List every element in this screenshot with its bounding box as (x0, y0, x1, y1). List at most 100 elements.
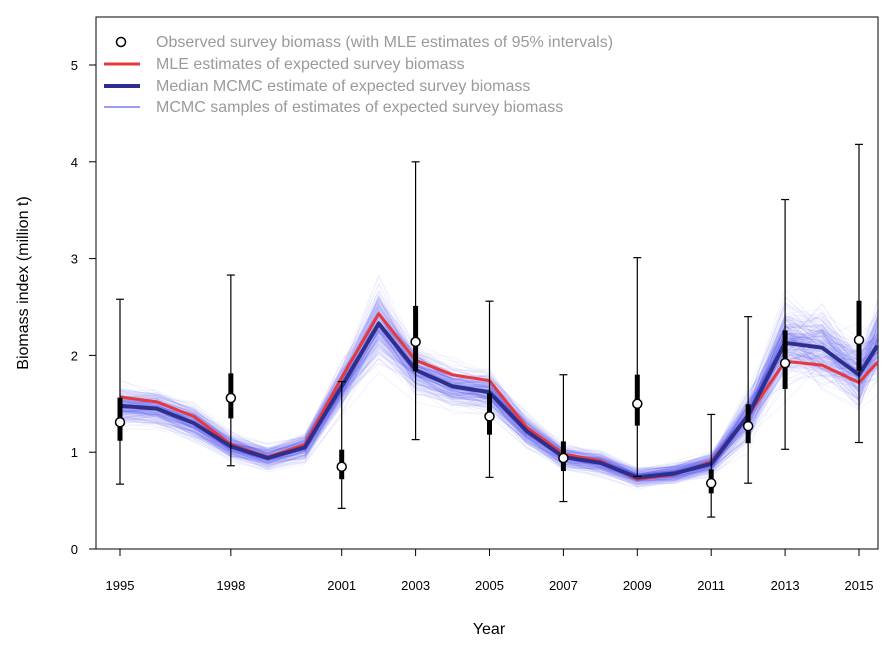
y-tick-label: 5 (71, 58, 78, 73)
observed-point (410, 161, 421, 441)
mcmc-sample-line (119, 325, 878, 485)
y-tick-label: 0 (71, 542, 78, 557)
mcmc-sample-line (119, 282, 878, 471)
observed-point (779, 198, 791, 450)
y-tick-label: 3 (71, 252, 78, 267)
mcmc-sample-line (119, 326, 878, 482)
mcmc-sample-line (119, 319, 878, 476)
mcmc-sample-line (119, 335, 878, 481)
legend: Observed survey biomass (with MLE estima… (104, 34, 613, 116)
observed-marker (484, 411, 495, 422)
mcmc-sample-line (119, 319, 878, 481)
mcmc-sample-line (119, 274, 878, 472)
mcmc-sample-line (119, 323, 878, 485)
mcmc-sample-line (119, 298, 878, 471)
mcmc-sample-line (119, 332, 878, 480)
mcmc-sample-line (119, 347, 878, 486)
mcmc-sample-line (119, 350, 878, 487)
mcmc-sample-line (119, 337, 878, 483)
mcmc-sample-line (119, 311, 878, 476)
y-axis-title: Biomass index (million t) (15, 196, 32, 369)
mcmc-sample-line (119, 349, 878, 485)
mcmc-sample-line (119, 343, 878, 491)
mcmc-sample-line (119, 330, 878, 487)
mcmc-sample-line (119, 321, 878, 481)
x-tick-label: 2011 (697, 578, 725, 593)
mcmc-sample-line (119, 350, 878, 486)
mcmc-sample-line (119, 289, 878, 472)
mcmc-sample-line (119, 343, 878, 480)
mcmc-sample-line (119, 332, 878, 483)
median-mcmc-line (119, 321, 880, 480)
mcmc-sample-line (119, 329, 878, 481)
mcmc-sample-line (119, 299, 878, 473)
observed-point (336, 380, 347, 509)
observed-point (742, 316, 754, 484)
mcmc-sample-line (120, 312, 878, 477)
mcmc-sample-line (119, 302, 878, 473)
mcmc-sample-line (120, 357, 878, 485)
legend-median-label: Median MCMC estimate of expected survey … (156, 78, 530, 95)
mcmc-sample-line (119, 341, 878, 482)
y-tick-label: 4 (71, 155, 78, 170)
observed-point (705, 413, 717, 518)
x-tick-label: 1998 (216, 578, 245, 593)
observed-point (225, 274, 237, 467)
mcmc-sample-line (119, 345, 878, 484)
mcmc-sample-line (119, 333, 878, 478)
legend-observed-label: Observed survey biomass (with MLE estima… (156, 34, 613, 51)
mcmc-sample-line (119, 290, 878, 470)
mcmc-sample-line (119, 330, 878, 481)
observed-layer (114, 143, 865, 518)
series-layer (119, 312, 880, 481)
mcmc-sample-line (119, 295, 878, 473)
mcmc-sample-line (119, 305, 878, 476)
mcmc-sample-line (119, 288, 878, 469)
x-tick-label: 2005 (475, 578, 504, 593)
mcmc-sample-line (119, 357, 878, 486)
observed-marker (336, 461, 347, 472)
observed-marker (705, 477, 717, 489)
mcmc-sample-line (119, 316, 878, 472)
observed-marker (853, 334, 865, 346)
mcmc-sample-line (119, 341, 878, 481)
mcmc-sample-line (119, 274, 878, 469)
mcmc-sample-line (119, 309, 878, 475)
x-tick-label: 2001 (327, 578, 356, 593)
legend-mcmc-label: MCMC samples of estimates of expected su… (156, 99, 563, 116)
observed-point (853, 143, 865, 444)
mcmc-sample-line (119, 330, 878, 483)
observed-marker (410, 336, 421, 348)
mcmc-sample-line (119, 323, 878, 482)
mcmc-sample-line (119, 340, 878, 482)
mcmc-sample-line (119, 320, 878, 479)
observed-marker (225, 392, 237, 404)
mcmc-sample-line (119, 342, 878, 481)
mcmc-sample-line (119, 305, 878, 472)
observed-marker (742, 420, 754, 432)
mcmc-sample-line (119, 339, 878, 483)
mcmc-sample-line (119, 339, 878, 479)
mcmc-sample-line (119, 346, 878, 485)
y-tick-label: 1 (71, 445, 78, 460)
mcmc-sample-line (120, 325, 878, 479)
mcmc-sample-line (119, 331, 878, 484)
mcmc-sample-line (119, 315, 878, 471)
observed-point (114, 298, 126, 485)
x-axis-title: Year (473, 621, 506, 638)
mcmc-sample-line (119, 335, 878, 482)
mcmc-sample-line (119, 310, 878, 475)
x-tick-label: 2007 (549, 578, 578, 593)
legend-observed-marker (115, 36, 127, 48)
observed-point (632, 257, 643, 477)
mcmc-sample-line (119, 316, 878, 477)
mcmc-sample-line (119, 295, 878, 475)
mcmc-sample-line (119, 308, 878, 477)
mcmc-sample-line (119, 306, 878, 474)
observed-marker (632, 398, 643, 410)
mcmc-sample-line (119, 325, 878, 482)
y-axis: 0 1 2 3 4 5 (71, 58, 96, 557)
legend-mle-label: MLE estimates of expected survey biomass (156, 56, 465, 73)
x-tick-label: 1995 (106, 578, 135, 593)
observed-marker (779, 357, 791, 369)
